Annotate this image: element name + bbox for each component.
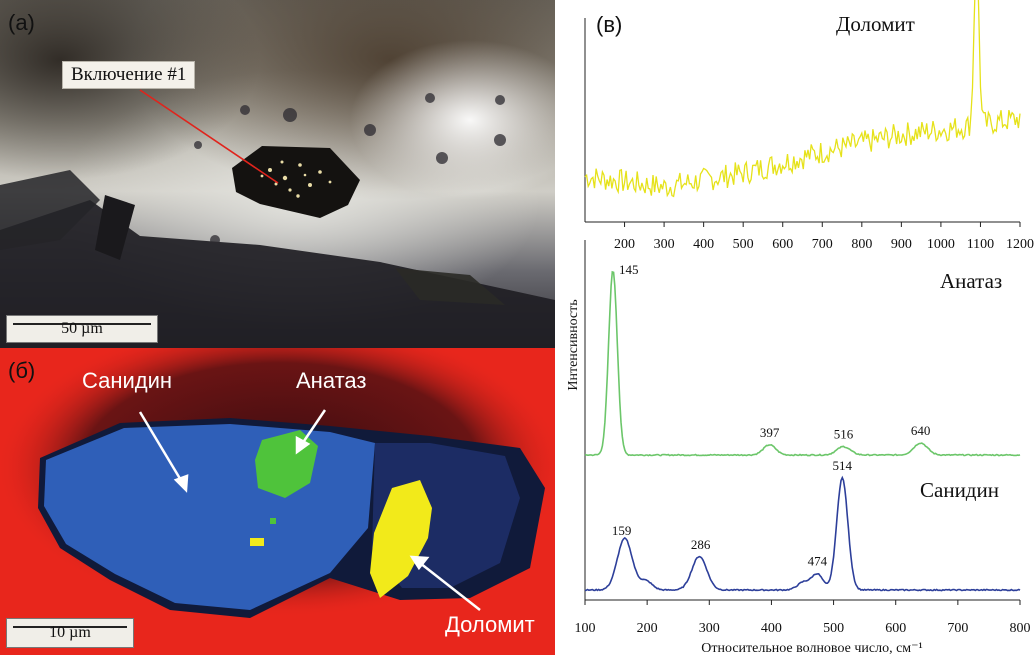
dolomite-tick-label: 1200 [1006,237,1034,252]
peak-label: 145 [619,262,639,277]
peak-annotations: 1090145397516640159286474514 [612,262,931,569]
scale-bar-b: 10 µm [6,618,134,648]
peak-label: 514 [833,458,853,473]
peak-label: 640 [911,423,931,438]
dolomite-arrow [419,562,481,611]
scale-bar-a-label: 50 µm [61,320,103,337]
dolomite-tick-label: 200 [614,237,635,252]
main-tick-label: 300 [699,621,720,636]
main-ticks: 100 200 300 400 500 600 700 800 [575,600,1031,636]
dolomite-tick-label: 500 [733,237,754,252]
y-axis-label: Интенсивность [566,299,581,390]
micrograph-drawing [0,89,555,348]
raman-map-drawing [0,348,555,618]
dolomite-spectrum-line [584,0,1021,198]
main-tick-label: 200 [637,621,658,636]
dolomite-tick-label: 1100 [967,237,994,252]
peak-label: 516 [834,427,854,442]
dolomite-tick-label: 1000 [927,237,955,252]
dolomite-tick-label: 300 [654,237,675,252]
dolomite-tick-label: 900 [891,237,912,252]
anatase-label: Анатаз [296,368,367,393]
dolomite-tick-label: 700 [812,237,833,252]
peak-label: 397 [760,425,780,440]
scale-bar-a: 50 µm [6,315,158,343]
scale-bar-b-line [13,626,127,628]
main-tick-label: 800 [1010,621,1031,636]
inclusion-callout: Включение #1 [62,61,196,89]
scale-bar-a-line [13,323,151,325]
x-axis-label: Относительное волновое число, см⁻¹ [701,641,922,655]
peak-label: 474 [808,554,828,569]
raman-map-panel: (б) Санидин Анатаз Доломит 10 µm [0,348,555,655]
peak-label: 159 [612,523,632,538]
sanidine-spectrum-line [584,475,1021,592]
panel-b-tag: (б) [8,358,36,383]
panel-a-tag: (а) [8,10,35,35]
scale-bar-b-label: 10 µm [49,624,91,641]
dolomite-tick-label: 800 [851,237,872,252]
main-tick-label: 700 [947,621,968,636]
dolomite-ticks: 200 300 400 500 600 700 800 900 1000 1100 1200 [614,222,1034,252]
anatase-arrow [300,409,327,445]
sanidine-title: Санидин [920,478,999,502]
peak-label: 286 [691,537,711,552]
dolomite-title: Доломит [836,12,915,36]
micrograph-panel: (а) Включение #1 50 µm [0,0,555,348]
dolomite-tick-label: 600 [772,237,793,252]
dolomite-region [370,480,432,598]
panel-c-tag: (в) [596,12,623,37]
anatase-title: Анатаз [940,269,1002,293]
sanidine-arrow [138,411,184,483]
main-tick-label: 400 [761,621,782,636]
main-tick-label: 600 [885,621,906,636]
inclusion-shape [232,146,360,218]
main-tick-label: 100 [575,621,596,636]
sanidine-label: Санидин [82,368,173,393]
main-tick-label: 500 [823,621,844,636]
dolomite-label: Доломит [445,612,535,637]
anatase-spectrum-line [584,270,1021,457]
dolomite-tick-label: 400 [693,237,714,252]
callout-pointer [139,89,279,184]
